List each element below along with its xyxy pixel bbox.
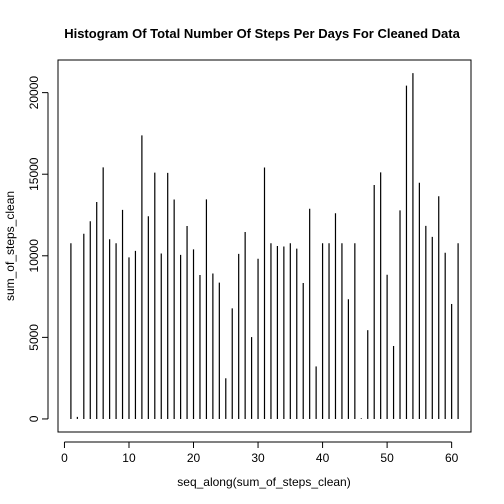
y-tick-label-0: 0: [27, 415, 41, 422]
x-tick-label-30: 30: [251, 451, 265, 465]
x-tick-label-10: 10: [122, 451, 136, 465]
chart-title: Histogram Of Total Number Of Steps Per D…: [64, 26, 460, 41]
x-tick-label-20: 20: [187, 451, 201, 465]
x-axis: 0 10 20 30 40 50 60: [61, 441, 459, 465]
y-tick-label-15000: 15000: [27, 157, 41, 191]
x-tick-label-40: 40: [316, 451, 330, 465]
y-axis: 0 5000 10000 15000 20000: [27, 76, 49, 422]
y-tick-label-20000: 20000: [27, 76, 41, 110]
x-tick-label-60: 60: [445, 451, 459, 465]
y-axis-label: sum_of_steps_clean: [3, 191, 17, 301]
plot-frame: [57, 59, 472, 433]
y-tick-label-5000: 5000: [27, 324, 41, 351]
x-tick-label-50: 50: [380, 451, 394, 465]
bars-group: [70, 73, 459, 419]
y-tick-label-10000: 10000: [27, 239, 41, 273]
x-axis-label: seq_along(sum_of_steps_clean): [177, 475, 350, 489]
x-tick-label-0: 0: [61, 451, 68, 465]
